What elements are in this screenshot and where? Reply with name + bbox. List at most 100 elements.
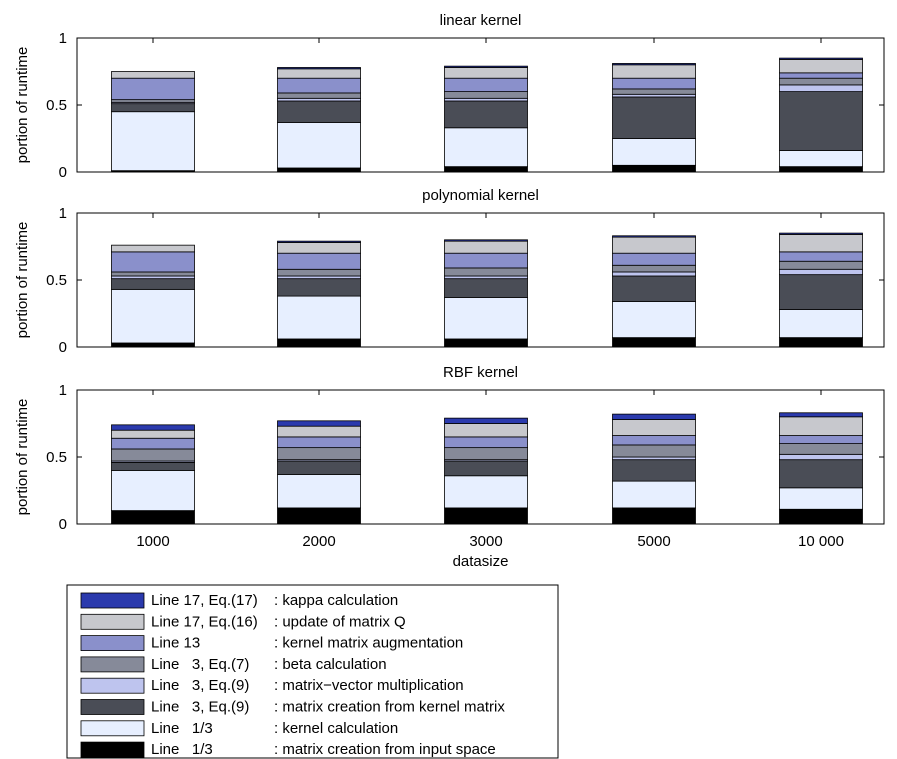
bar-segment-kappa-1 bbox=[277, 420, 361, 427]
bar-segment-updateQ-4 bbox=[779, 59, 863, 74]
bar-segment-matFromKernel-0 bbox=[111, 461, 195, 471]
legend-source: Line 3, Eq.(9) bbox=[151, 699, 249, 716]
bar-segment-kappa-2 bbox=[444, 65, 528, 68]
legend: Line 17, Eq.(17) : kappa calculation Line … bbox=[66, 584, 559, 759]
legend-swatch-beta bbox=[80, 656, 145, 673]
y-tick-label: 1 bbox=[59, 205, 67, 222]
bar-segment-kernelAug-0 bbox=[111, 437, 195, 450]
bar-segment-matFromKernel-2 bbox=[444, 100, 528, 129]
bar-segment-beta-4 bbox=[779, 443, 863, 455]
bar-segment-beta-2 bbox=[444, 267, 528, 277]
y-tick-label: 0.5 bbox=[46, 449, 67, 466]
y-tick-label: 1 bbox=[59, 382, 67, 399]
bar-segment-kernelCalc-4 bbox=[779, 150, 863, 168]
x-tick-label: 3000 bbox=[469, 533, 502, 550]
bar-segment-matFromKernel-4 bbox=[779, 459, 863, 489]
y-tick-label: 1 bbox=[59, 30, 67, 47]
bar-segment-kernelAug-1 bbox=[277, 436, 361, 449]
bar-segment-matFromKernel-1 bbox=[277, 100, 361, 123]
bar-segment-kernelAug-0 bbox=[111, 77, 195, 101]
bar-segment-kappa-4 bbox=[779, 232, 863, 235]
x-tick-label: 2000 bbox=[302, 533, 335, 550]
bar-segment-matFromKernel-2 bbox=[444, 278, 528, 298]
bar-segment-updateQ-3 bbox=[612, 64, 696, 79]
bar-segment-matFromInput-2 bbox=[444, 166, 528, 173]
bar-segment-updateQ-1 bbox=[277, 425, 361, 438]
bar-segment-matvec-3 bbox=[612, 93, 696, 98]
bar-segment-matFromInput-0 bbox=[111, 342, 195, 348]
legend-source: Line 17, Eq.(16) bbox=[151, 613, 258, 630]
bar-segment-kernelAug-2 bbox=[444, 252, 528, 269]
bar-segment-kernelCalc-0 bbox=[111, 469, 195, 511]
bar-segment-kernelCalc-1 bbox=[277, 295, 361, 340]
bar-segment-beta-4 bbox=[779, 260, 863, 270]
legend-swatch-kappa bbox=[80, 592, 145, 609]
legend-swatch-updateQ bbox=[80, 613, 145, 630]
bar-segment-matFromKernel-0 bbox=[111, 103, 195, 113]
bar-segment-kappa-4 bbox=[779, 57, 863, 60]
bar-segment-matFromInput-3 bbox=[612, 337, 696, 348]
bar-segment-kernelAug-2 bbox=[444, 436, 528, 449]
legend-source: Line 17, Eq.(17) bbox=[151, 592, 258, 609]
y-tick-label: 0 bbox=[59, 164, 67, 181]
bar-segment-kernelCalc-0 bbox=[111, 111, 195, 172]
y-tick-label: 0.5 bbox=[46, 272, 67, 289]
legend-swatch-matvec bbox=[80, 677, 145, 694]
bar-segment-matFromInput-2 bbox=[444, 507, 528, 525]
bar-segment-matFromKernel-3 bbox=[612, 275, 696, 302]
legend-description: : update of matrix Q bbox=[274, 613, 406, 630]
bar-segment-beta-1 bbox=[277, 447, 361, 461]
bar-segment-beta-2 bbox=[444, 91, 528, 99]
bar-segment-kernelAug-4 bbox=[779, 72, 863, 79]
bar-segment-matFromKernel-4 bbox=[779, 91, 863, 151]
bar-segment-kernelAug-0 bbox=[111, 251, 195, 273]
bar-segment-kappa-3 bbox=[612, 63, 696, 66]
legend-description: : kappa calculation bbox=[274, 592, 398, 609]
bar-segment-kernelAug-3 bbox=[612, 252, 696, 266]
bar-segment-kernelCalc-0 bbox=[111, 288, 195, 344]
bar-segment-matvec-4 bbox=[779, 268, 863, 276]
x-tick-label: 10 000 bbox=[798, 533, 844, 550]
legend-source: Line 3, Eq.(7) bbox=[151, 656, 249, 673]
bar-segment-matFromInput-1 bbox=[277, 167, 361, 173]
chart-panels: linear kernel 0 0.5 1 portion of runtime poly… bbox=[14, 12, 885, 570]
panel-1: linear kernel 0 0.5 1 portion of runtime bbox=[14, 12, 885, 181]
bar-segment-kernelCalc-1 bbox=[277, 474, 361, 509]
bar-segment-matvec-3 bbox=[612, 456, 696, 461]
bar-segment-updateQ-2 bbox=[444, 423, 528, 438]
bar-segment-matvec-2 bbox=[444, 275, 528, 280]
bar-segment-kernelCalc-3 bbox=[612, 480, 696, 509]
legend-swatch-kernelCalc bbox=[80, 720, 145, 737]
legend-description: : kernel calculation bbox=[274, 720, 398, 737]
bar-segment-kappa-2 bbox=[444, 417, 528, 424]
y-tick-label: 0.5 bbox=[46, 97, 67, 114]
bar-segment-matFromKernel-2 bbox=[444, 460, 528, 477]
bar-segment-matFromInput-4 bbox=[779, 166, 863, 173]
panel-title: polynomial kernel bbox=[422, 187, 539, 204]
bar-segment-matFromInput-1 bbox=[277, 507, 361, 525]
legend-swatch-matFromKernel bbox=[80, 699, 145, 715]
bar-segment-beta-0 bbox=[111, 271, 195, 277]
bar-segment-matvec-1 bbox=[277, 275, 361, 280]
bar-segment-kernelCalc-4 bbox=[779, 487, 863, 510]
bar-segment-kernelCalc-1 bbox=[277, 122, 361, 169]
bar-segment-updateQ-0 bbox=[111, 244, 195, 253]
bar-segment-kappa-1 bbox=[277, 240, 361, 243]
bar-segment-matFromInput-4 bbox=[779, 337, 863, 348]
bar-segment-kernelAug-3 bbox=[612, 77, 696, 90]
bar-segment-kernelCalc-4 bbox=[779, 309, 863, 339]
bar-segment-updateQ-4 bbox=[779, 416, 863, 436]
y-axis-label: portion of runtime bbox=[14, 47, 31, 164]
legend-source: Line 3, Eq.(9) bbox=[151, 677, 249, 694]
bar-segment-matFromKernel-1 bbox=[277, 278, 361, 297]
panel-title: RBF kernel bbox=[443, 364, 518, 381]
bar-segment-beta-0 bbox=[111, 448, 195, 462]
panel-title: linear kernel bbox=[440, 12, 522, 29]
bar-segment-matFromKernel-1 bbox=[277, 460, 361, 475]
bar-segment-beta-3 bbox=[612, 88, 696, 95]
bar-segment-matvec-4 bbox=[779, 84, 863, 93]
bar-segment-matFromInput-4 bbox=[779, 508, 863, 525]
bar-segment-kernelCalc-2 bbox=[444, 127, 528, 168]
bar-segment-updateQ-2 bbox=[444, 240, 528, 254]
bar-segment-kappa-3 bbox=[612, 235, 696, 238]
